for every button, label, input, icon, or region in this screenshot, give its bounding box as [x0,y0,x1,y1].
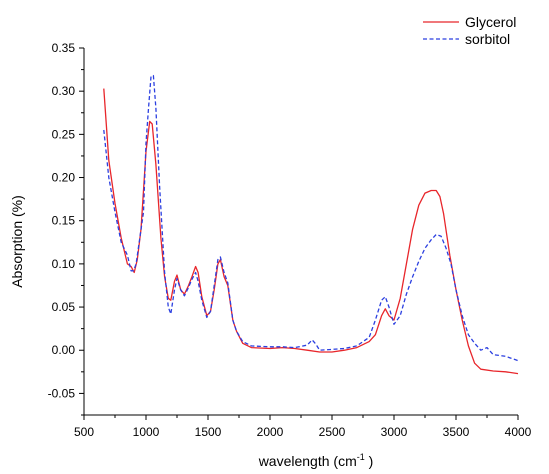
y-tick-label: 0.05 [52,300,76,314]
y-axis-label: Absorption (%) [9,195,25,288]
y-tick-label: 0.25 [52,127,76,141]
x-tick-label: 4000 [505,425,532,439]
legend-label-glycerol: Glycerol [465,14,516,30]
x-tick-label: 2500 [319,425,346,439]
y-tick-label: 0.10 [52,257,76,271]
y-tick-label: 0.15 [52,214,76,228]
x-tick-label: 2000 [257,425,284,439]
x-tick-label: 500 [74,425,94,439]
y-tick-label: 0.35 [52,41,76,55]
legend-label-sorbitol: sorbitol [465,31,510,47]
y-tick-label: 0.20 [52,171,76,185]
x-axis-label: wavelength (cm-1 ) [258,452,374,469]
series-line-glycerol [103,88,519,375]
x-tick-label: 1500 [195,425,222,439]
y-tick-label: 0.30 [52,84,76,98]
y-tick-label: 0.00 [52,343,76,357]
x-tick-label: 3000 [381,425,408,439]
y-tick-label: -0.05 [48,386,76,400]
x-tick-label: 3500 [443,425,470,439]
series-line-sorbitol [103,74,519,362]
x-tick-label: 1000 [133,425,160,439]
